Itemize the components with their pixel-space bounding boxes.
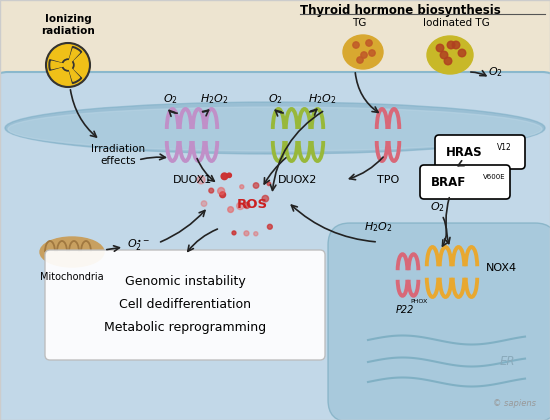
Text: Ionizing
radiation: Ionizing radiation — [41, 13, 95, 36]
Ellipse shape — [343, 35, 383, 69]
Text: ROS: ROS — [236, 199, 267, 212]
Circle shape — [262, 195, 268, 202]
Wedge shape — [68, 65, 80, 81]
Circle shape — [201, 201, 207, 206]
FancyBboxPatch shape — [420, 165, 510, 199]
Text: Mitochondria: Mitochondria — [40, 272, 104, 282]
Text: HRAS: HRAS — [446, 145, 482, 158]
Circle shape — [253, 183, 259, 188]
Circle shape — [232, 231, 236, 235]
FancyBboxPatch shape — [45, 250, 325, 360]
Text: $O_2$: $O_2$ — [487, 65, 503, 79]
Circle shape — [227, 173, 232, 178]
Text: V600E: V600E — [483, 174, 505, 180]
Text: BRAF: BRAF — [430, 176, 466, 189]
Circle shape — [244, 202, 250, 208]
Text: $O_2^{\bullet -}$: $O_2^{\bullet -}$ — [127, 237, 151, 253]
Circle shape — [369, 50, 375, 56]
Text: NOX4: NOX4 — [486, 263, 517, 273]
Circle shape — [440, 51, 448, 59]
Text: DUOX1: DUOX1 — [172, 175, 212, 185]
Text: $H_2O_2$: $H_2O_2$ — [200, 92, 228, 106]
Circle shape — [228, 207, 234, 213]
Circle shape — [236, 202, 244, 210]
Circle shape — [218, 187, 224, 194]
Circle shape — [452, 41, 460, 49]
Ellipse shape — [5, 102, 545, 154]
Circle shape — [209, 188, 213, 193]
FancyBboxPatch shape — [328, 223, 550, 420]
Wedge shape — [68, 47, 81, 65]
Circle shape — [267, 224, 272, 229]
FancyBboxPatch shape — [435, 135, 525, 169]
Text: TPO: TPO — [377, 175, 399, 185]
Text: PHOX: PHOX — [410, 299, 427, 304]
Ellipse shape — [40, 237, 104, 267]
Text: © sapiens: © sapiens — [493, 399, 536, 408]
Circle shape — [267, 182, 271, 186]
Circle shape — [240, 185, 244, 189]
Circle shape — [361, 52, 367, 58]
Text: $H_2O_2$: $H_2O_2$ — [364, 220, 392, 234]
Circle shape — [62, 59, 74, 71]
Circle shape — [444, 57, 452, 65]
Wedge shape — [68, 49, 80, 65]
Text: $O_2$: $O_2$ — [430, 200, 444, 214]
Text: P22: P22 — [396, 305, 414, 315]
Text: DUOX2: DUOX2 — [278, 175, 318, 185]
Circle shape — [254, 232, 258, 236]
Text: ER: ER — [500, 355, 515, 368]
Text: Iodinated TG: Iodinated TG — [422, 18, 490, 28]
Text: $O_2$: $O_2$ — [267, 92, 283, 106]
Text: Thyroid hormone biosynthesis: Thyroid hormone biosynthesis — [300, 4, 500, 17]
Circle shape — [244, 231, 249, 236]
Circle shape — [447, 41, 455, 49]
Text: TG: TG — [352, 18, 366, 28]
Wedge shape — [51, 61, 68, 69]
Wedge shape — [68, 65, 81, 84]
Text: Genomic instability
Cell dedifferentiation
Metabolic reprogramming: Genomic instability Cell dedifferentiati… — [104, 276, 266, 334]
Text: Irradiation
effects: Irradiation effects — [91, 144, 145, 166]
Text: V12: V12 — [497, 142, 512, 152]
Wedge shape — [49, 60, 68, 70]
Circle shape — [64, 61, 72, 69]
Circle shape — [357, 57, 363, 63]
Circle shape — [197, 176, 205, 184]
Circle shape — [366, 40, 372, 46]
FancyBboxPatch shape — [0, 72, 550, 420]
Circle shape — [353, 42, 359, 48]
Circle shape — [436, 44, 444, 52]
Text: $O_2$: $O_2$ — [163, 92, 178, 106]
Circle shape — [219, 192, 226, 198]
Ellipse shape — [427, 36, 473, 74]
Ellipse shape — [8, 107, 542, 151]
Circle shape — [46, 43, 90, 87]
Text: $H_2O_2$: $H_2O_2$ — [308, 92, 336, 106]
Circle shape — [458, 49, 466, 57]
Circle shape — [221, 173, 228, 180]
